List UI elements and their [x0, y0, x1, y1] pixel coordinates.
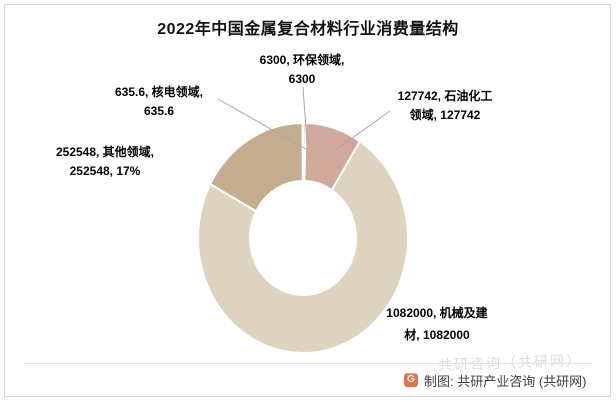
data-label-hedian: 635.6, 核电领域, 635.6	[93, 83, 225, 121]
leader-line-shiyou	[333, 110, 391, 152]
data-label-line: 252548, 其他领域,	[55, 145, 155, 159]
chart-title: 2022年中国金属复合材料行业消费量结构	[157, 21, 459, 38]
data-label-line: 635.6	[143, 104, 175, 118]
data-label-line: 材, 1082000	[404, 328, 470, 342]
leader-line-huanbao	[302, 86, 308, 144]
footer-credit-bar: G 制图: 共研产业咨询 (共研网)	[404, 371, 587, 389]
data-label-shiyou: 127742, 石油化工 领域, 127742	[384, 87, 506, 125]
data-label-huanbao: 6300, 环保领域, 6300	[227, 51, 377, 89]
footer-divider	[25, 363, 591, 364]
data-label-line: 6300	[288, 72, 316, 86]
data-label-jixie: 1082000, 机械及建 材, 1082000	[373, 302, 501, 346]
credit-text: 制图: 共研产业咨询 (共研网)	[424, 373, 587, 389]
leader-line-hedian	[217, 98, 307, 150]
data-label-qita: 252548, 其他领域, 252548, 17%	[33, 143, 177, 181]
data-label-line: 1082000, 机械及建	[386, 306, 488, 320]
data-label-line: 领域, 127742	[409, 108, 481, 122]
data-label-line: 252548, 17%	[69, 164, 141, 178]
data-label-line: 6300, 环保领域,	[259, 53, 345, 67]
data-label-line: 635.6, 核电领域,	[114, 85, 204, 99]
data-label-line: 127742, 石油化工	[397, 89, 493, 103]
gongyan-logo-icon: G	[404, 373, 418, 387]
